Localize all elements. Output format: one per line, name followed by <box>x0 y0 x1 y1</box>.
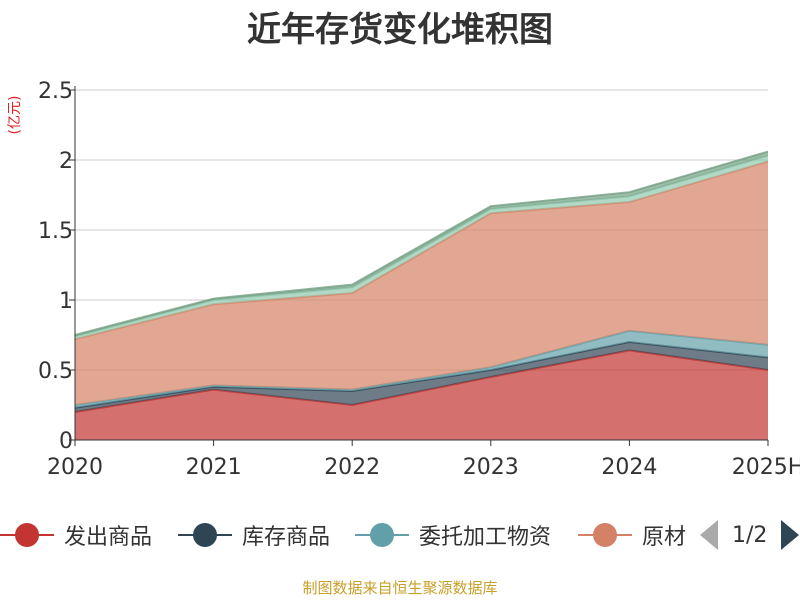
y-tick-label: 1 <box>59 289 73 314</box>
area-series-5 <box>75 155 768 340</box>
legend-page-indicator: 1/2 <box>732 522 768 548</box>
tick-labels: 0 0.5 1 1.5 2 2.5 2020 2021 2022 2023 2024 2025H <box>38 79 800 480</box>
y-tick-label: 0 <box>59 429 73 454</box>
source-note: 制图数据来自恒生聚源数据库 <box>302 579 498 597</box>
x-tick-label: 2024 <box>601 455 657 480</box>
y-tick-label: 2.5 <box>38 79 73 104</box>
x-tick-label: 2020 <box>47 455 103 480</box>
x-tick-label: 2022 <box>324 455 380 480</box>
x-tick-label: 2023 <box>463 455 519 480</box>
legend-items: 发出商品 库存商品 委托加工物资 原材 <box>0 515 686 555</box>
legend-pager: 1/2 <box>700 519 800 551</box>
legend-item[interactable]: 发出商品 <box>0 515 152 555</box>
series-line-6 <box>74 150 769 336</box>
legend-item[interactable]: 委托加工物资 <box>355 515 551 555</box>
y-tick-label: 1.5 <box>38 219 73 244</box>
chevron-left-icon[interactable] <box>700 520 718 550</box>
legend-label: 原材 <box>642 525 686 550</box>
legend-label: 发出商品 <box>64 525 153 550</box>
area-series <box>74 150 769 440</box>
legend-marker-icon <box>578 520 632 550</box>
chart-title: 近年存货变化堆积图 <box>247 10 553 50</box>
legend-marker-icon <box>178 520 232 550</box>
legend-marker-icon <box>355 520 409 550</box>
area-series-4 <box>75 161 768 405</box>
legend-label: 库存商品 <box>242 525 331 550</box>
axes <box>69 86 769 446</box>
x-tick-label: 2025H <box>732 455 800 480</box>
y-tick-label: 2 <box>59 149 73 174</box>
legend: 发出商品 库存商品 委托加工物资 原材 1/2 <box>0 515 800 555</box>
area-series-1 <box>75 350 768 440</box>
legend-marker-icon <box>0 520 54 550</box>
y-tick-label: 0.5 <box>38 359 73 384</box>
x-tick-label: 2021 <box>186 455 242 480</box>
chevron-right-icon[interactable] <box>781 520 800 550</box>
area-series-6 <box>75 151 768 337</box>
legend-item[interactable]: 原材 <box>578 515 686 555</box>
legend-item[interactable]: 库存商品 <box>178 515 330 555</box>
legend-label: 委托加工物资 <box>419 525 552 550</box>
